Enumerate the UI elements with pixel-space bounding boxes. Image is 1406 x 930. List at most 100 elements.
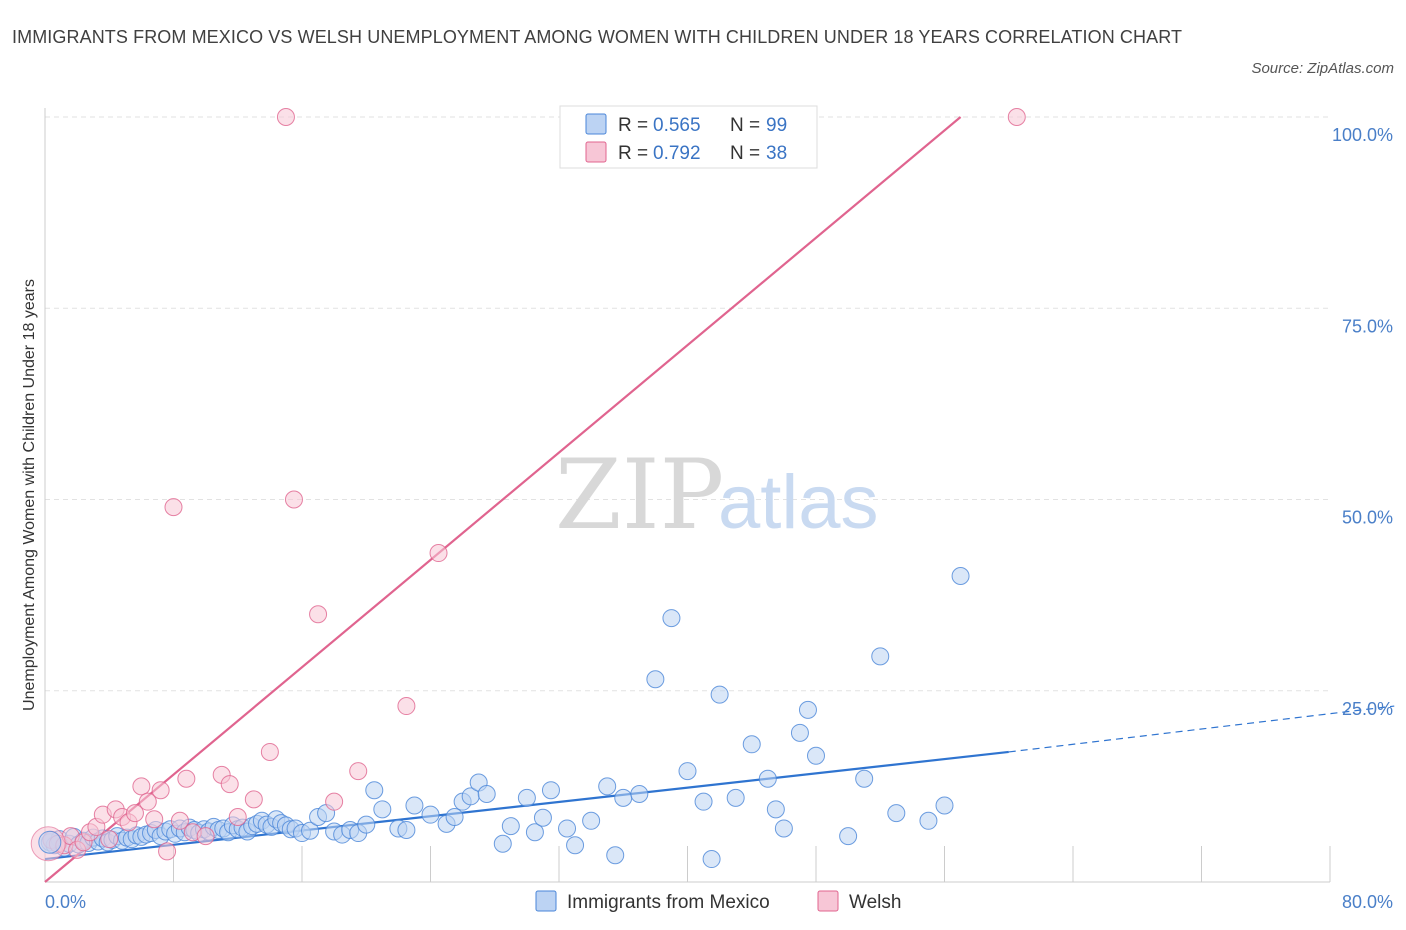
- legend-r-value-mexico: 0.565: [653, 115, 701, 136]
- chart-title: IMMIGRANTS FROM MEXICO VS WELSH UNEMPLOY…: [12, 27, 1183, 47]
- point-mexico-85: [646, 670, 665, 689]
- y-tick-label: 100.0%: [1332, 125, 1393, 145]
- point-welsh-31: [309, 605, 328, 624]
- point-mexico-83: [614, 788, 633, 807]
- legend-n-label-mexico: N =: [730, 115, 760, 136]
- legend-n-label-welsh: N =: [730, 143, 760, 164]
- point-mexico-100: [871, 647, 890, 666]
- legend-n-value-mexico: 99: [766, 115, 787, 136]
- point-mexico-98: [839, 827, 858, 846]
- point-mexico-82: [598, 777, 617, 796]
- point-mexico-88: [694, 792, 713, 811]
- point-mexico-104: [951, 567, 970, 585]
- point-mexico-94: [774, 819, 793, 838]
- point-mexico-cluster: [38, 830, 62, 854]
- point-mexico-72: [477, 785, 496, 804]
- point-welsh-9: [100, 830, 119, 849]
- point-mexico-62: [373, 800, 392, 819]
- legend-r-label-mexico: R =: [618, 115, 648, 136]
- point-mexico-80: [566, 836, 585, 855]
- point-mexico-78: [541, 781, 560, 800]
- bottom-legend-label-mexico: Immigrants from Mexico: [567, 892, 770, 913]
- point-mexico-75: [517, 788, 536, 807]
- point-welsh-30: [284, 490, 303, 509]
- point-welsh-26: [228, 807, 247, 826]
- point-mexico-91: [742, 735, 761, 754]
- point-mexico-106: [702, 850, 721, 869]
- trendline-mexico-extension: [1008, 705, 1395, 753]
- point-mexico-92: [758, 769, 777, 788]
- point-welsh-35: [429, 544, 448, 563]
- trendline-welsh: [44, 116, 962, 883]
- x-tick-labels: 0.0% 80.0%: [45, 892, 1393, 912]
- point-mexico-76: [525, 823, 544, 842]
- y-tick-labels: 100.0% 75.0% 50.0% 25.0%: [1332, 125, 1393, 719]
- legend-r-value-welsh: 0.792: [653, 143, 701, 164]
- bottom-legend: Immigrants from Mexico Welsh: [535, 890, 901, 913]
- point-welsh-18: [158, 842, 177, 861]
- legend-n-value-welsh: 38: [766, 143, 787, 164]
- bottom-legend-swatch-mexico: [535, 890, 557, 912]
- point-mexico-68: [445, 807, 464, 826]
- point-mexico-90: [726, 788, 745, 807]
- point-welsh-33: [349, 762, 368, 781]
- point-welsh-20: [170, 811, 189, 830]
- point-mexico-73: [493, 834, 512, 853]
- point-mexico-103: [935, 796, 954, 815]
- point-welsh-21: [177, 769, 196, 788]
- point-mexico-77: [533, 808, 552, 827]
- point-welsh-25: [220, 775, 239, 794]
- y-tick-label: 25.0%: [1342, 699, 1393, 719]
- point-welsh-29: [276, 108, 295, 126]
- x-tick-label-min: 0.0%: [45, 892, 86, 912]
- x-tick-label-max: 80.0%: [1342, 892, 1393, 912]
- point-mexico-84: [630, 785, 649, 804]
- point-welsh-15: [138, 792, 157, 811]
- y-tick-label: 75.0%: [1342, 316, 1393, 336]
- point-mexico-96: [798, 700, 817, 719]
- watermark-zip: ZIP: [555, 439, 724, 551]
- gridlines: [45, 116, 1330, 692]
- bottom-legend-label-welsh: Welsh: [849, 892, 901, 913]
- point-welsh-13: [125, 804, 144, 823]
- point-welsh-34: [397, 697, 416, 716]
- point-welsh-14: [132, 777, 151, 796]
- point-welsh-27: [244, 790, 263, 809]
- point-welsh-17: [151, 781, 170, 800]
- point-mexico-60: [357, 815, 376, 834]
- point-welsh-28: [260, 742, 279, 761]
- point-mexico-61: [365, 781, 384, 800]
- point-welsh-23: [196, 827, 215, 846]
- watermark: ZIP atlas: [555, 439, 879, 551]
- point-mexico-53: [301, 821, 320, 840]
- point-welsh-19: [164, 498, 183, 517]
- point-mexico-74: [501, 817, 520, 836]
- legend-swatch-mexico: [585, 113, 607, 135]
- source-credit: Source: ZipAtlas.com: [1251, 60, 1394, 77]
- y-axis-label: Unemployment Among Women with Children U…: [21, 279, 38, 711]
- point-mexico-65: [405, 796, 424, 815]
- data-points: [30, 108, 1026, 869]
- bottom-legend-swatch-welsh: [817, 890, 839, 912]
- point-mexico-81: [582, 811, 601, 830]
- point-mexico-87: [678, 762, 697, 781]
- legend: R = 0.565 N = 99 R = 0.792 N = 38: [559, 105, 818, 169]
- point-mexico-102: [919, 811, 938, 830]
- point-mexico-101: [887, 804, 906, 823]
- point-mexico-95: [790, 723, 809, 742]
- point-mexico-66: [421, 805, 440, 824]
- point-mexico-99: [855, 769, 874, 788]
- point-welsh-32: [325, 792, 344, 811]
- legend-r-label-welsh: R =: [618, 143, 648, 164]
- point-mexico-89: [710, 685, 729, 704]
- point-welsh-16: [145, 810, 164, 829]
- point-mexico-105: [606, 846, 625, 865]
- watermark-atlas: atlas: [718, 460, 879, 545]
- point-mexico-86: [662, 609, 681, 628]
- point-mexico-64: [397, 820, 416, 839]
- y-tick-label: 50.0%: [1342, 508, 1393, 528]
- legend-swatch-welsh: [585, 141, 607, 163]
- point-mexico-97: [807, 746, 825, 765]
- point-mexico-93: [766, 800, 785, 819]
